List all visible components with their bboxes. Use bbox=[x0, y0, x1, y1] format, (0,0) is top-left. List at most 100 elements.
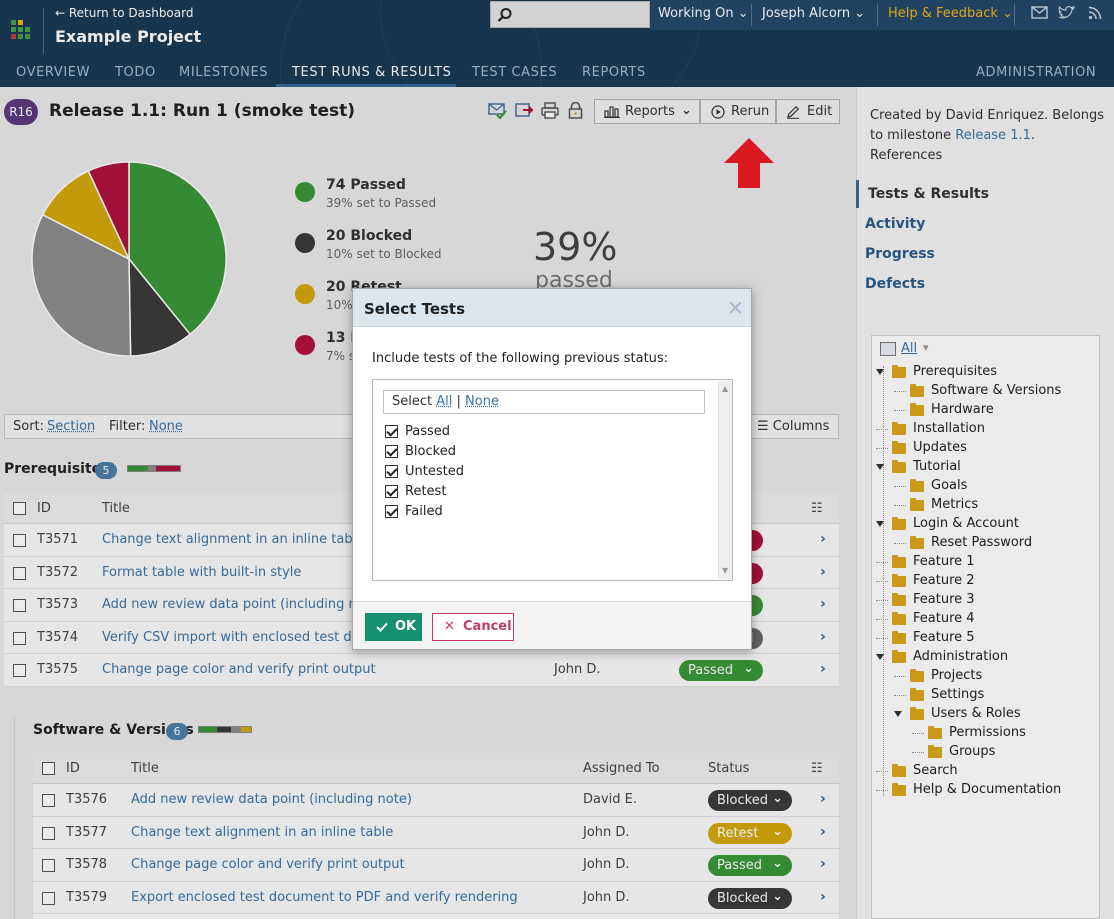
column-header-assigned-to[interactable]: Assigned To bbox=[583, 761, 660, 776]
chevron-right-icon[interactable]: › bbox=[820, 563, 826, 580]
status-dropdown[interactable]: Blocked ⌄ bbox=[708, 790, 792, 811]
select-all-checkbox[interactable] bbox=[42, 762, 55, 775]
chevron-down-icon[interactable]: ▾ bbox=[923, 341, 929, 354]
status-dropdown[interactable]: Retest ⌄ bbox=[708, 822, 792, 844]
tree-expand-icon[interactable] bbox=[876, 521, 884, 527]
checkbox-checked[interactable] bbox=[385, 505, 398, 518]
sidebar-item-activity[interactable]: Activity bbox=[865, 216, 926, 232]
test-id[interactable]: T3572 bbox=[37, 564, 79, 580]
tree-item[interactable]: Tutorial bbox=[913, 459, 961, 474]
print-icon[interactable] bbox=[541, 102, 559, 119]
tab-administration[interactable]: ADMINISTRATION bbox=[976, 65, 1097, 80]
select-all-checkbox[interactable] bbox=[13, 502, 26, 515]
list-scrollbar[interactable]: ▲ ▼ bbox=[718, 381, 732, 579]
tree-expand-icon[interactable] bbox=[876, 464, 884, 470]
tree-item[interactable]: Permissions bbox=[949, 725, 1026, 740]
test-title-link[interactable]: Verify CSV import with enclosed test dat… bbox=[102, 629, 373, 645]
help-feedback-menu[interactable]: Help & Feedback ⌄ bbox=[888, 6, 1013, 21]
pie-slice-passed[interactable] bbox=[128, 161, 227, 336]
mail-icon[interactable] bbox=[1031, 6, 1048, 20]
sidebar-item-progress[interactable]: Progress bbox=[865, 246, 935, 262]
test-title-link[interactable]: Export enclosed test document to PDF and… bbox=[131, 889, 518, 905]
chevron-right-icon[interactable]: › bbox=[820, 596, 826, 612]
tree-expand-icon[interactable] bbox=[876, 369, 884, 375]
checkbox-checked[interactable] bbox=[385, 465, 398, 478]
tree-item[interactable]: Settings bbox=[931, 687, 985, 702]
row-checkbox[interactable] bbox=[42, 826, 55, 840]
tree-item[interactable]: Feature 3 bbox=[913, 592, 975, 607]
test-title-link[interactable]: Change text alignment in an inline table bbox=[131, 824, 394, 840]
test-id[interactable]: T3577 bbox=[66, 824, 108, 840]
reports-button[interactable]: Reports ⌄ bbox=[594, 99, 700, 124]
test-id[interactable]: T3575 bbox=[37, 662, 79, 677]
test-id[interactable]: T3578 bbox=[66, 857, 108, 872]
status-dropdown[interactable]: Passed ⌄ bbox=[679, 660, 763, 681]
chevron-right-icon[interactable]: › bbox=[820, 823, 826, 840]
row-checkbox[interactable] bbox=[13, 631, 26, 645]
checkbox-checked[interactable] bbox=[385, 425, 398, 438]
checkbox-checked[interactable] bbox=[385, 445, 398, 458]
tree-item[interactable]: Installation bbox=[913, 421, 986, 436]
chevron-right-icon[interactable]: › bbox=[820, 856, 826, 872]
tree-item[interactable]: Groups bbox=[949, 744, 996, 759]
test-id[interactable]: T3573 bbox=[37, 597, 79, 612]
row-checkbox[interactable] bbox=[13, 566, 26, 580]
row-checkbox[interactable] bbox=[13, 599, 26, 612]
column-header-id[interactable]: ID bbox=[37, 501, 51, 516]
lock-icon[interactable] bbox=[568, 102, 583, 119]
pie-slice-failed[interactable] bbox=[87, 161, 130, 260]
test-title-link[interactable]: Change page color and verify print outpu… bbox=[102, 662, 376, 677]
columns-icon[interactable]: ☷ bbox=[811, 501, 823, 516]
tree-item[interactable]: Software & Versions bbox=[931, 383, 1062, 398]
rss-icon[interactable] bbox=[1088, 6, 1102, 20]
section-title-prerequisites[interactable]: Prerequisites bbox=[4, 461, 110, 477]
sidebar-item-tests-results[interactable]: Tests & Results bbox=[868, 186, 989, 202]
tree-item[interactable]: Users & Roles bbox=[931, 706, 1021, 721]
test-title-link[interactable]: Format table with built-in style bbox=[102, 564, 302, 580]
tree-expand-icon[interactable] bbox=[876, 654, 884, 660]
tree-item[interactable]: Search bbox=[913, 763, 958, 778]
test-title-link[interactable]: Change text alignment in an inline table bbox=[102, 532, 365, 547]
row-checkbox[interactable] bbox=[13, 534, 26, 547]
tree-item[interactable]: Hardware bbox=[931, 402, 994, 417]
user-menu[interactable]: Joseph Alcorn ⌄ bbox=[762, 6, 865, 21]
tree-item[interactable]: Feature 2 bbox=[913, 573, 975, 588]
email-check-icon[interactable] bbox=[488, 102, 507, 119]
select-all-link[interactable]: All bbox=[436, 394, 453, 409]
test-id[interactable]: T3574 bbox=[37, 629, 79, 645]
tree-item[interactable]: Prerequisites bbox=[913, 364, 998, 379]
test-title-link[interactable]: Add new review data point (including not… bbox=[102, 597, 378, 612]
export-icon[interactable] bbox=[515, 102, 534, 119]
tree-item[interactable]: Help & Documentation bbox=[913, 782, 1062, 797]
ok-button[interactable]: OK bbox=[365, 613, 422, 641]
test-id[interactable]: T3571 bbox=[37, 532, 79, 547]
tree-item[interactable]: Feature 4 bbox=[913, 611, 975, 626]
column-header-id[interactable]: ID bbox=[66, 761, 80, 776]
status-dropdown[interactable]: Passed ⌄ bbox=[708, 855, 792, 876]
scroll-up-icon[interactable]: ▲ bbox=[722, 384, 729, 393]
tree-item[interactable]: Feature 1 bbox=[913, 554, 975, 569]
tab-overview[interactable]: OVERVIEW bbox=[16, 65, 91, 80]
tree-item[interactable]: Updates bbox=[913, 440, 967, 455]
tree-filter-all[interactable]: All bbox=[901, 341, 918, 356]
pie-slice-untested[interactable] bbox=[31, 213, 132, 357]
rerun-button[interactable]: Rerun bbox=[700, 99, 776, 124]
chevron-right-icon[interactable]: › bbox=[820, 791, 826, 807]
tree-filter-icon[interactable] bbox=[880, 342, 896, 356]
edit-button[interactable]: Edit bbox=[776, 99, 840, 124]
test-id[interactable]: T3579 bbox=[66, 889, 108, 905]
tree-item[interactable]: Administration bbox=[913, 649, 1009, 664]
milestone-link[interactable]: Release 1.1 bbox=[955, 128, 1031, 143]
return-to-dashboard-link[interactable]: ← Return to Dashboard bbox=[55, 6, 194, 20]
tab-milestones[interactable]: MILESTONES bbox=[179, 65, 269, 80]
checkbox-checked[interactable] bbox=[385, 485, 398, 498]
tree-item[interactable]: Metrics bbox=[931, 497, 979, 512]
sort-section-link[interactable]: Section bbox=[47, 419, 96, 434]
tree-item[interactable]: Feature 5 bbox=[913, 630, 975, 645]
chevron-right-icon[interactable]: › bbox=[820, 661, 826, 677]
tree-item[interactable]: Reset Password bbox=[931, 535, 1033, 550]
column-header-title[interactable]: Title bbox=[131, 761, 159, 776]
tree-item[interactable]: Login & Account bbox=[913, 516, 1019, 531]
app-logo[interactable] bbox=[11, 20, 31, 42]
cancel-button[interactable]: ✕ Cancel bbox=[432, 613, 514, 641]
